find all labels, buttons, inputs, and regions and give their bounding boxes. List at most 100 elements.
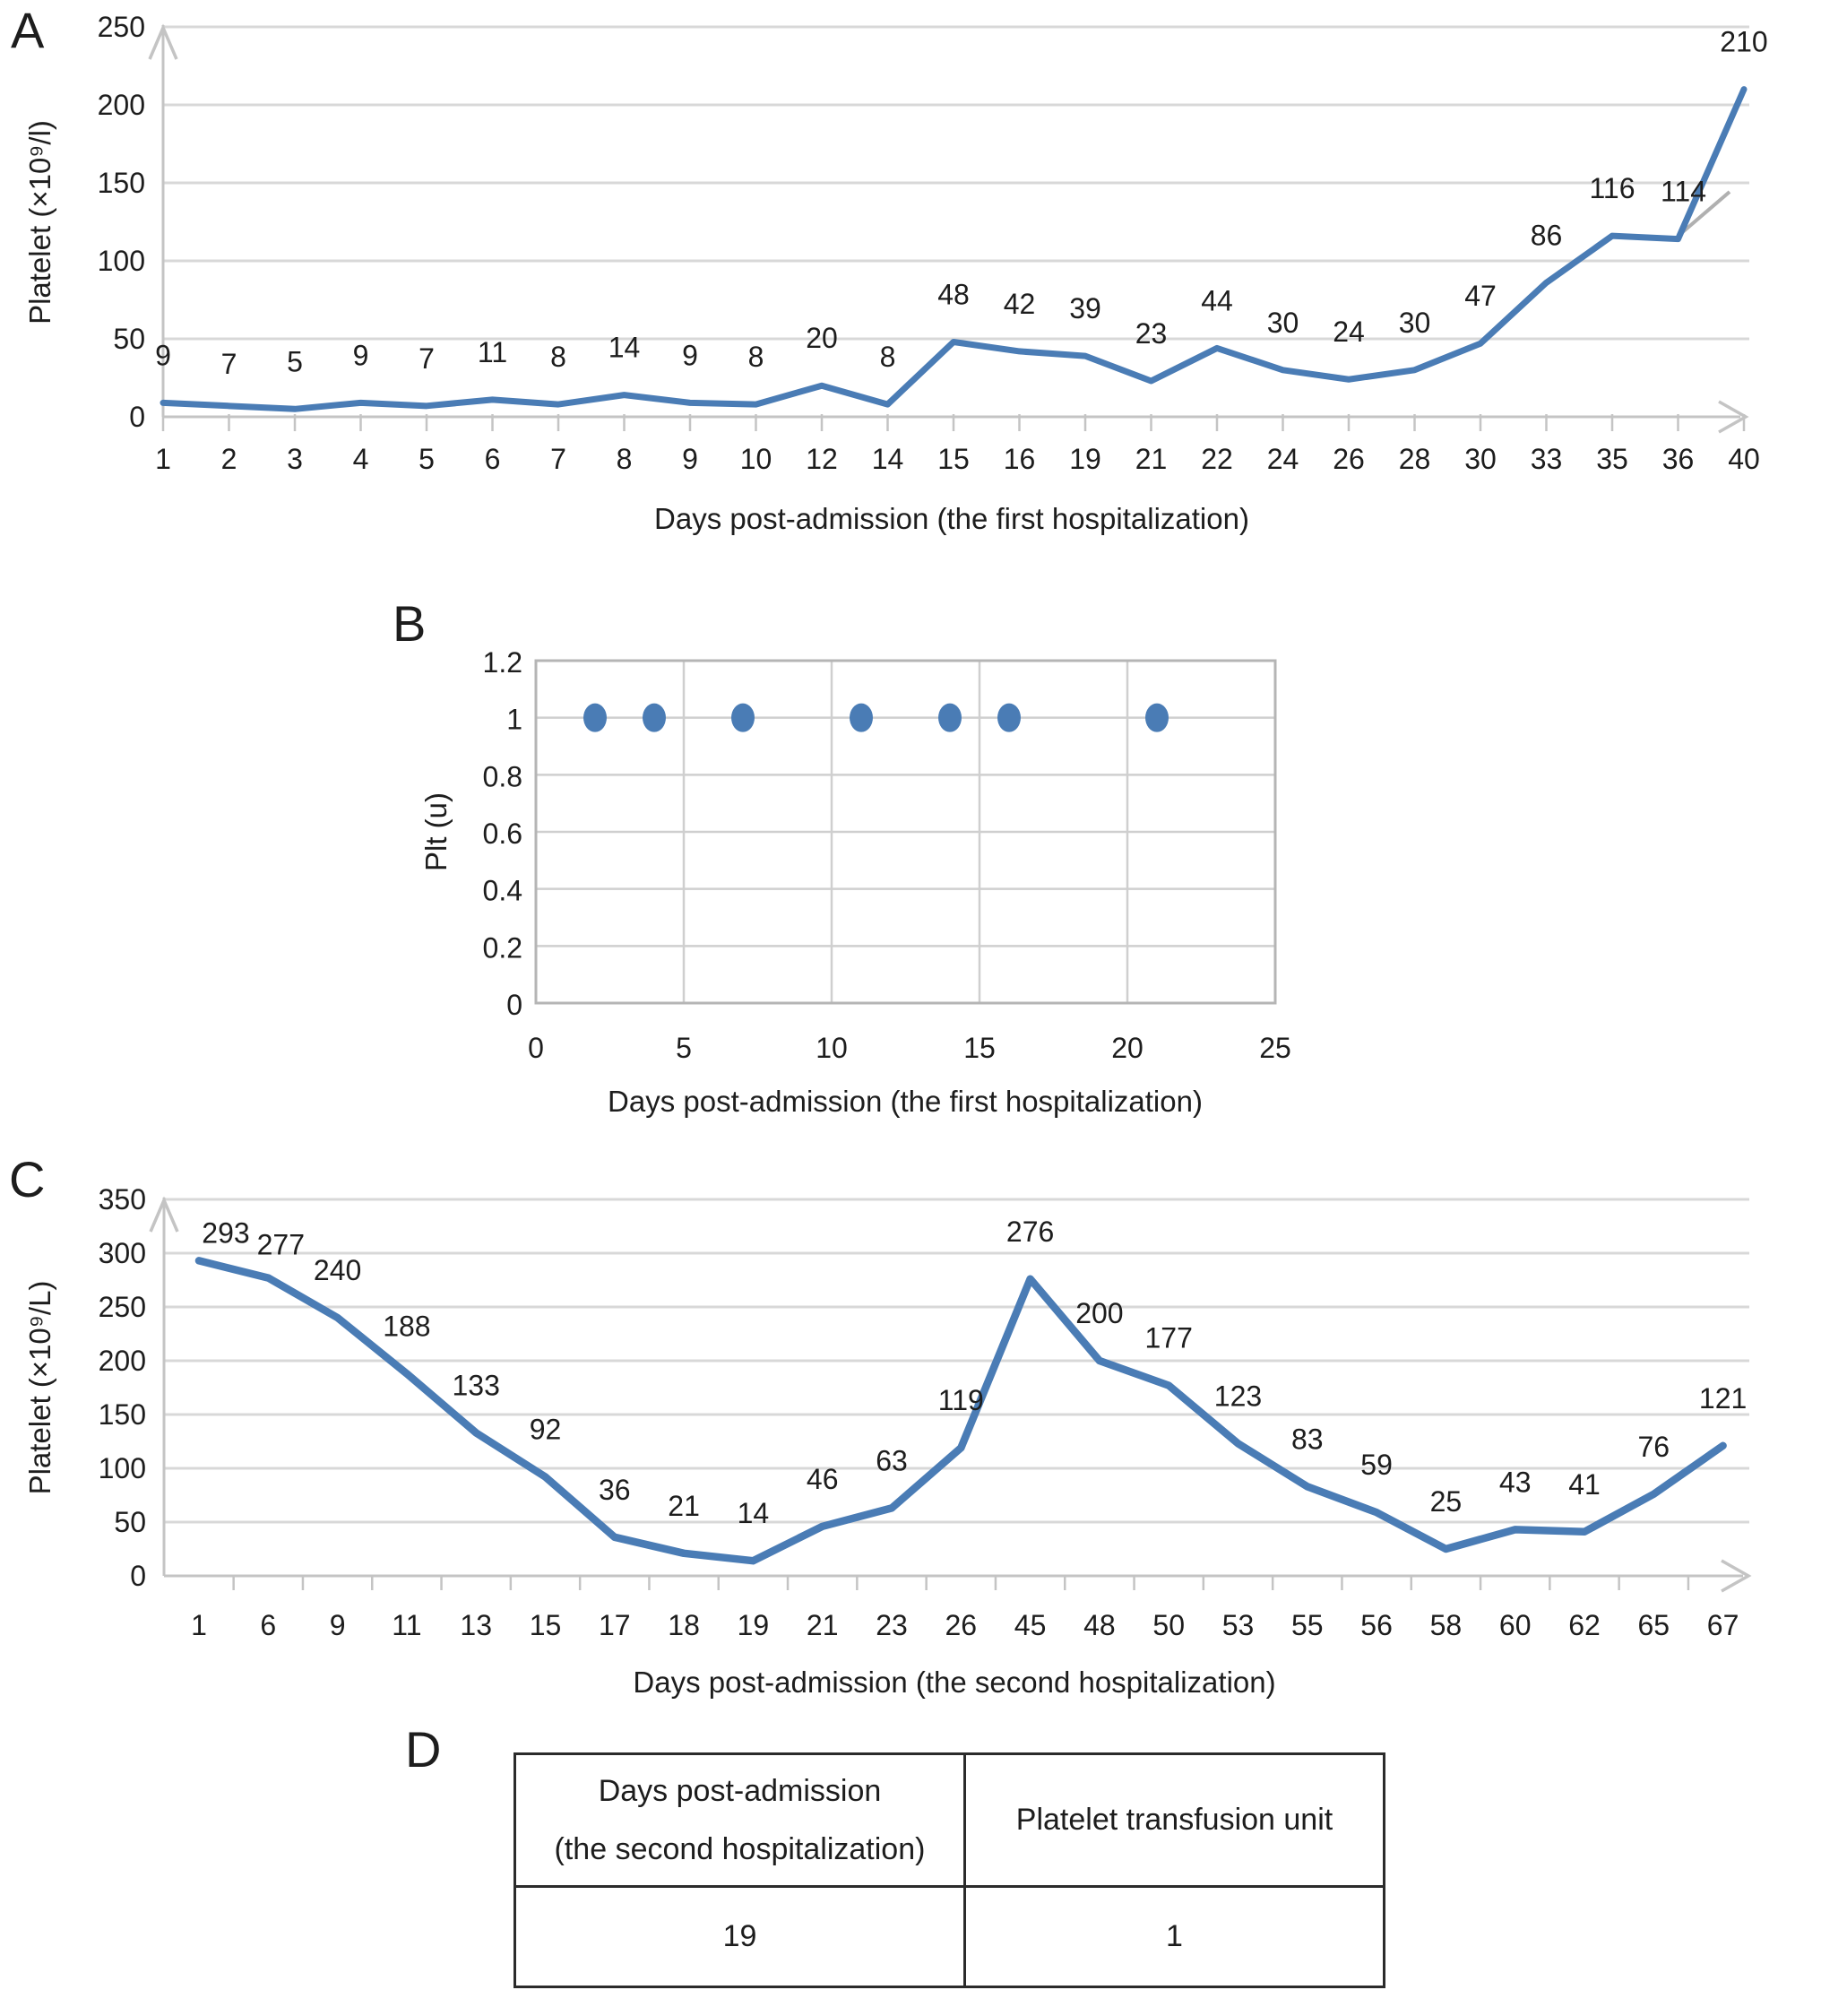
panel-b-label: B <box>393 595 427 652</box>
table-header-unit-text: Platelet transfusion unit <box>1015 1803 1333 1837</box>
data-label: 9 <box>155 339 171 371</box>
scatter-point <box>731 703 755 732</box>
axis-arrow-icon <box>1718 400 1749 434</box>
x-tick-label: 26 <box>1333 443 1365 475</box>
x-tick-label: 60 <box>1499 1609 1532 1641</box>
data-label: 276 <box>1006 1216 1054 1248</box>
y-tick-label: 1.2 <box>483 646 522 679</box>
table-header-days: Days post-admission (the second hospital… <box>516 1755 966 1888</box>
data-label: 116 <box>1589 172 1635 204</box>
data-label: 277 <box>257 1229 305 1261</box>
data-label: 41 <box>1568 1468 1601 1501</box>
data-label: 8 <box>550 341 566 373</box>
y-tick-label: 250 <box>99 1291 146 1323</box>
data-label: 23 <box>1135 317 1168 350</box>
y-tick-label: 250 <box>98 11 145 43</box>
data-label: 114 <box>1661 176 1706 208</box>
data-label: 21 <box>668 1490 700 1522</box>
x-tick-label: 26 <box>945 1609 978 1641</box>
x-tick-label: 45 <box>1014 1609 1047 1641</box>
panel-d-label: D <box>405 1721 442 1778</box>
data-label: 83 <box>1291 1423 1324 1455</box>
panel-b-chart: 0 0.2 0.4 0.6 0.8 1 1.2 0 5 10 15 20 25 Days post-adm… <box>419 646 1291 1118</box>
x-tick-label: 16 <box>1004 443 1036 475</box>
data-label: 36 <box>599 1474 631 1506</box>
x-tick-label: 10 <box>740 443 772 475</box>
x-tick-label: 0 <box>528 1032 544 1064</box>
x-tick-label: 15 <box>963 1032 996 1064</box>
data-label: 9 <box>353 339 369 371</box>
data-label: 63 <box>876 1444 908 1476</box>
x-tick-label: 19 <box>738 1609 770 1641</box>
data-label: 43 <box>1499 1466 1532 1498</box>
x-tick-label: 55 <box>1291 1609 1324 1641</box>
x-tick-label: 25 <box>1259 1032 1291 1064</box>
data-label: 46 <box>807 1463 839 1495</box>
data-label: 8 <box>748 341 764 373</box>
data-label: 7 <box>221 348 237 380</box>
scatter-point <box>1145 703 1169 732</box>
x-tick-label: 10 <box>816 1032 848 1064</box>
data-label: 200 <box>1075 1297 1123 1329</box>
table-header-unit: Platelet transfusion unit <box>966 1755 1383 1888</box>
x-tick-label: 22 <box>1201 443 1233 475</box>
series-line <box>160 86 1748 412</box>
x-tick-label: 8 <box>617 443 633 475</box>
data-label: 240 <box>314 1254 361 1286</box>
data-label: 14 <box>738 1497 770 1529</box>
axis-arrow-icon <box>149 1196 179 1233</box>
axis-arrow-icon <box>148 23 178 60</box>
data-label: 8 <box>880 341 896 373</box>
axis-arrow-icon <box>1721 1559 1752 1593</box>
x-tick-label: 23 <box>876 1609 908 1641</box>
data-label: 39 <box>1069 292 1101 324</box>
x-tick-label: 2 <box>221 443 237 475</box>
data-label: 210 <box>1720 26 1767 58</box>
table-header-days-line1: Days post-admission <box>598 1773 882 1808</box>
y-tick-label: 200 <box>98 89 145 121</box>
x-tick-label: 6 <box>485 443 501 475</box>
data-label: 119 <box>938 1384 984 1416</box>
data-label: 133 <box>453 1369 500 1401</box>
y-axis-title: Plt (u) <box>419 792 453 871</box>
series-line <box>194 1257 1727 1565</box>
x-tick-label: 35 <box>1596 443 1628 475</box>
x-axis-title: Days post-admission (the first hospitali… <box>608 1085 1203 1118</box>
y-tick-label: 150 <box>99 1398 146 1431</box>
table-cell-unit: 1 <box>1166 1919 1183 1953</box>
x-axis-title: Days post-admission (the first hospitali… <box>654 502 1249 535</box>
x-tick-label: 18 <box>668 1609 700 1641</box>
data-label: 293 <box>202 1216 249 1249</box>
x-tick-label: 4 <box>353 443 369 475</box>
x-tick-label: 5 <box>676 1032 692 1064</box>
data-label: 42 <box>1004 288 1036 320</box>
panel-a-chart: 1 2 3 4 5 6 7 8 9 10 12 14 15 16 19 21 22 24 26 28 30 33 35 36 4… <box>23 11 1768 535</box>
data-label: 177 <box>1145 1322 1193 1354</box>
y-tick-label: 100 <box>98 245 145 277</box>
y-tick-label: 0.2 <box>483 931 522 964</box>
scatter-point <box>583 703 607 732</box>
y-tick-label: 350 <box>99 1183 146 1216</box>
data-label: 123 <box>1214 1380 1262 1412</box>
x-tick-label: 67 <box>1707 1609 1739 1641</box>
x-tick-label: 17 <box>599 1609 631 1641</box>
x-tick-label: 19 <box>1069 443 1101 475</box>
x-tick-label: 40 <box>1728 443 1760 475</box>
x-tick-label: 21 <box>807 1609 839 1641</box>
x-tick-label: 65 <box>1638 1609 1670 1641</box>
x-tick-label: 7 <box>550 443 566 475</box>
y-tick-label: 50 <box>114 1506 146 1538</box>
data-label: 7 <box>419 342 435 375</box>
y-axis-title: Platelet (×10⁹/l) <box>23 120 56 324</box>
data-label: 5 <box>287 345 303 377</box>
x-tick-label: 3 <box>287 443 303 475</box>
y-tick-label: 0.6 <box>483 818 522 850</box>
data-label: 59 <box>1360 1449 1393 1481</box>
x-tick-label: 48 <box>1083 1609 1116 1641</box>
data-label: 76 <box>1638 1431 1670 1463</box>
x-tick-label: 28 <box>1399 443 1431 475</box>
x-tick-label: 58 <box>1430 1609 1463 1641</box>
data-label: 25 <box>1430 1485 1463 1518</box>
x-tick-label: 62 <box>1568 1609 1601 1641</box>
